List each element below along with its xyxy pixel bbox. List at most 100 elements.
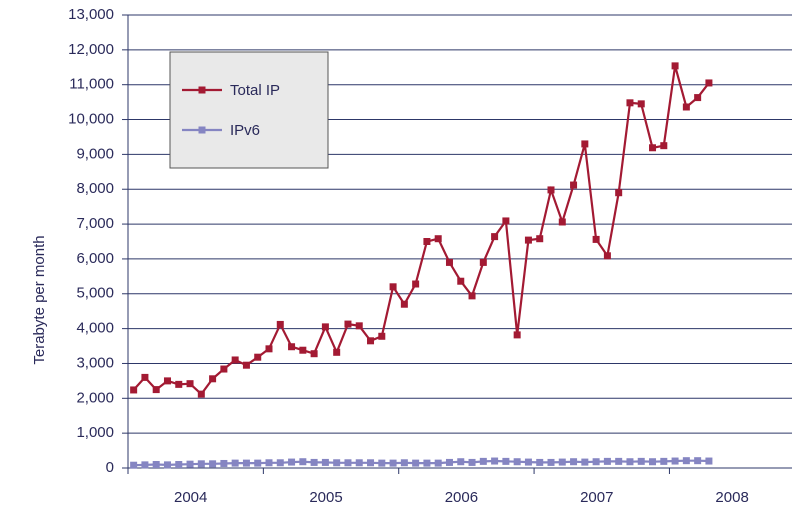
legend-label: Total IP xyxy=(230,82,280,99)
data-point xyxy=(468,458,476,466)
data-point xyxy=(299,458,307,466)
data-point xyxy=(333,459,341,467)
data-point xyxy=(355,459,363,467)
data-point xyxy=(468,292,476,300)
data-point xyxy=(513,331,521,339)
data-point xyxy=(649,144,657,152)
data-point xyxy=(547,186,555,194)
y-tick-label: 12,000 xyxy=(68,41,114,58)
data-point xyxy=(152,461,160,469)
data-point xyxy=(254,459,262,467)
data-point xyxy=(355,322,363,330)
data-point xyxy=(547,458,555,466)
data-point xyxy=(524,236,532,244)
y-tick-label: 4,000 xyxy=(76,320,114,337)
data-point xyxy=(130,386,138,394)
data-point xyxy=(524,458,532,466)
data-point xyxy=(682,457,690,465)
data-point xyxy=(412,459,420,467)
data-point xyxy=(491,233,499,241)
data-point xyxy=(141,373,149,381)
series-line xyxy=(133,459,709,467)
data-point xyxy=(276,320,284,328)
data-point xyxy=(152,386,160,394)
data-point xyxy=(457,277,465,285)
data-point xyxy=(603,252,611,260)
y-tick-label: 3,000 xyxy=(76,354,114,371)
data-point xyxy=(581,140,589,148)
data-point xyxy=(423,238,431,245)
data-point xyxy=(570,458,578,466)
y-tick-label: 1,000 xyxy=(76,424,114,441)
data-point xyxy=(220,365,228,373)
y-tick-label: 5,000 xyxy=(76,285,114,302)
data-point xyxy=(603,457,611,465)
data-point xyxy=(130,461,138,469)
legend-marker xyxy=(198,126,206,134)
data-point xyxy=(615,189,623,197)
data-point xyxy=(220,459,228,467)
data-point xyxy=(502,217,510,225)
data-point xyxy=(175,380,183,388)
data-point xyxy=(705,79,713,87)
data-point xyxy=(558,458,566,466)
data-point xyxy=(321,323,329,331)
data-point xyxy=(705,457,713,465)
data-point xyxy=(389,283,397,291)
data-point xyxy=(288,343,296,351)
data-point xyxy=(254,353,262,361)
x-tick-label: 2007 xyxy=(580,489,613,506)
x-tick-label: 2005 xyxy=(309,489,342,506)
data-point xyxy=(626,99,634,107)
data-point xyxy=(209,460,217,468)
y-tick-label: 2,000 xyxy=(76,389,114,406)
data-point xyxy=(536,458,544,466)
data-point xyxy=(660,142,668,150)
data-point xyxy=(175,461,183,469)
y-tick-label: 6,000 xyxy=(76,250,114,267)
legend-label: IPv6 xyxy=(230,122,260,139)
data-point xyxy=(344,459,352,467)
data-point xyxy=(197,390,205,398)
data-point xyxy=(434,235,442,243)
data-point xyxy=(163,461,171,469)
data-point xyxy=(231,356,239,364)
data-point xyxy=(378,459,386,467)
data-point xyxy=(310,458,318,466)
data-point xyxy=(649,458,657,466)
data-point xyxy=(242,459,250,467)
data-point xyxy=(276,459,284,467)
data-point xyxy=(513,458,521,466)
data-point xyxy=(389,459,397,467)
data-point xyxy=(321,458,329,466)
data-point xyxy=(367,459,375,467)
data-point xyxy=(344,320,352,328)
y-tick-label: 0 xyxy=(106,459,114,476)
x-tick-label: 2006 xyxy=(445,489,478,506)
data-point xyxy=(592,235,600,243)
data-point xyxy=(457,458,465,466)
x-tick-label: 2004 xyxy=(174,489,207,506)
data-point xyxy=(479,457,487,465)
data-point xyxy=(626,458,634,466)
data-point xyxy=(310,350,318,358)
data-point xyxy=(536,235,544,243)
data-point xyxy=(186,460,194,468)
data-point xyxy=(671,62,679,70)
data-point xyxy=(445,258,453,266)
data-point xyxy=(367,337,375,345)
data-point xyxy=(186,380,194,388)
x-tick-label: 2008 xyxy=(715,489,748,506)
data-point xyxy=(637,100,645,108)
series-line xyxy=(132,65,710,396)
data-point xyxy=(141,461,149,469)
data-point xyxy=(592,458,600,466)
data-point xyxy=(671,457,679,465)
y-tick-label: 10,000 xyxy=(68,111,114,128)
legend-marker xyxy=(198,86,206,94)
data-point xyxy=(694,457,702,465)
y-tick-label: 8,000 xyxy=(76,180,114,197)
data-point xyxy=(299,346,307,354)
data-point xyxy=(288,458,296,466)
